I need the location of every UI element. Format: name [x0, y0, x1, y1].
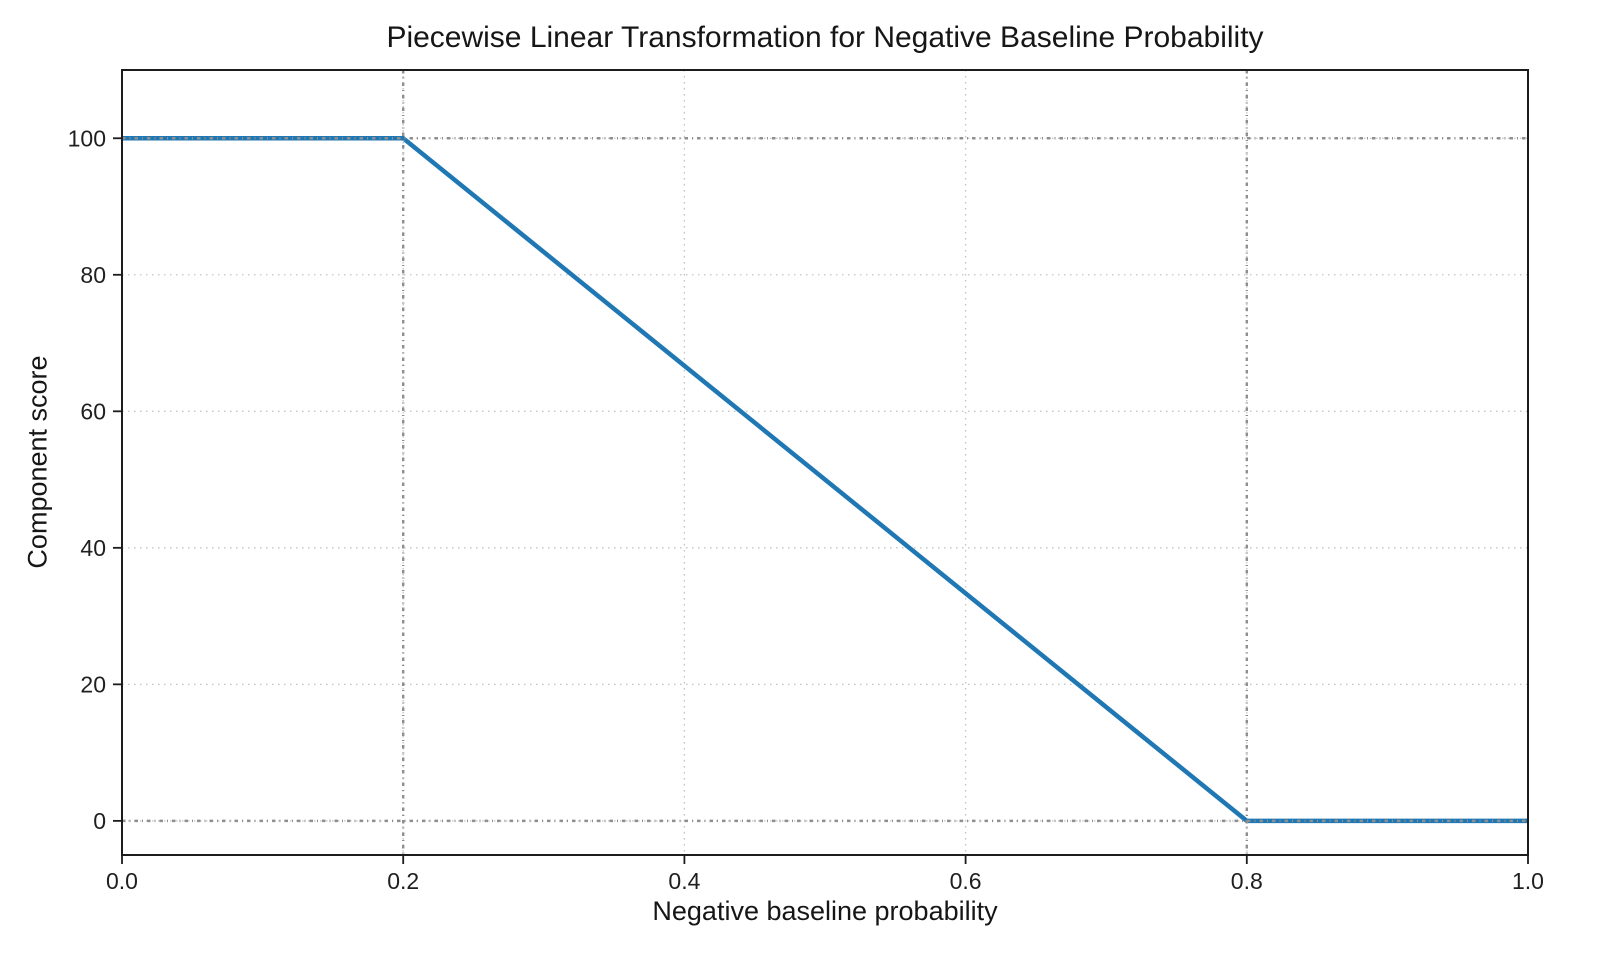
y-axis-label: Component score: [22, 355, 53, 569]
x-tick-label: 0.8: [1231, 868, 1263, 894]
x-axis-label: Negative baseline probability: [652, 896, 998, 926]
data-line: [122, 136, 1528, 824]
x-tick-label: 0.6: [950, 868, 982, 894]
x-tick-label: 1.0: [1512, 868, 1544, 894]
chart-title: Piecewise Linear Transformation for Nega…: [386, 21, 1264, 54]
y-tick-label: 100: [68, 125, 106, 151]
y-tick-label: 80: [80, 262, 106, 288]
x-tick-label: 0.0: [106, 868, 138, 894]
y-tick-label: 20: [80, 671, 106, 697]
axes-spines: [121, 69, 1529, 856]
y-tick-label: 40: [80, 535, 106, 561]
x-tick-label: 0.2: [387, 868, 419, 894]
y-tick-label: 60: [80, 398, 106, 424]
x-tick-label: 0.4: [668, 868, 700, 894]
y-tick-label: 0: [93, 808, 106, 834]
